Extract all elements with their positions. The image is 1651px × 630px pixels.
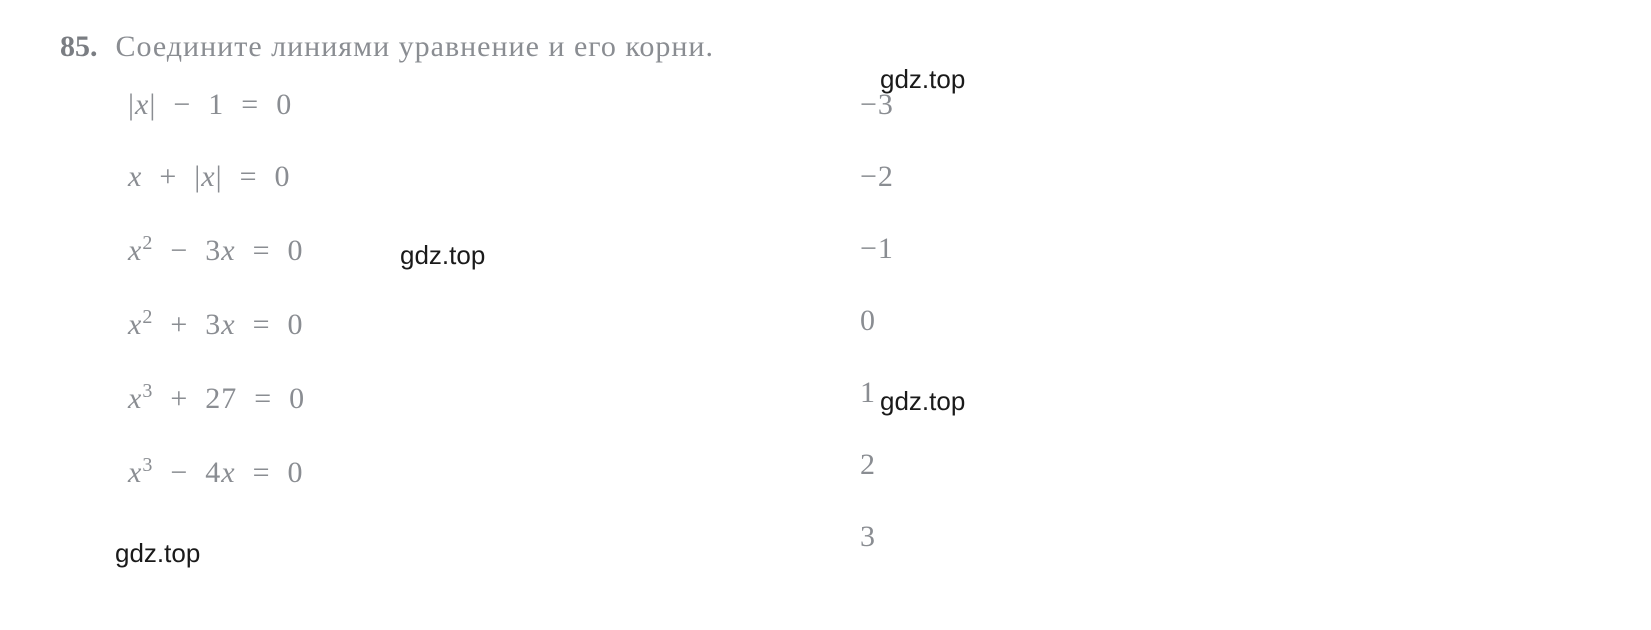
root-7: 3 bbox=[860, 520, 900, 554]
problem-header: 85. Соедините линиями уравнение и его ко… bbox=[60, 30, 1591, 64]
watermark-1: gdz.top bbox=[880, 64, 965, 95]
equation-4: x2 + 3x = 0 bbox=[128, 306, 305, 342]
problem-text: Соедините линиями уравнение и его корни. bbox=[116, 30, 715, 64]
root-4: 0 bbox=[860, 304, 900, 338]
equation-3: x2 − 3x = 0 bbox=[128, 232, 305, 268]
root-2: −2 bbox=[860, 160, 900, 194]
problem-number: 85. bbox=[60, 30, 98, 64]
root-3: −1 bbox=[860, 232, 900, 266]
watermark-3: gdz.top bbox=[880, 386, 965, 417]
equation-1: |x| − 1 = 0 bbox=[128, 88, 305, 122]
watermark-4: gdz.top bbox=[115, 538, 200, 569]
roots-column: −3 −2 −1 0 1 2 3 bbox=[860, 88, 900, 554]
equation-5: x3 + 27 = 0 bbox=[128, 380, 305, 416]
equation-2: x + |x| = 0 bbox=[128, 160, 305, 194]
equations-column: |x| − 1 = 0 x + |x| = 0 x2 − 3x = 0 x2 +… bbox=[128, 88, 305, 490]
root-6: 2 bbox=[860, 448, 900, 482]
equation-6: x3 − 4x = 0 bbox=[128, 454, 305, 490]
content-area: |x| − 1 = 0 x + |x| = 0 x2 − 3x = 0 x2 +… bbox=[60, 88, 1591, 490]
watermark-2: gdz.top bbox=[400, 240, 485, 271]
